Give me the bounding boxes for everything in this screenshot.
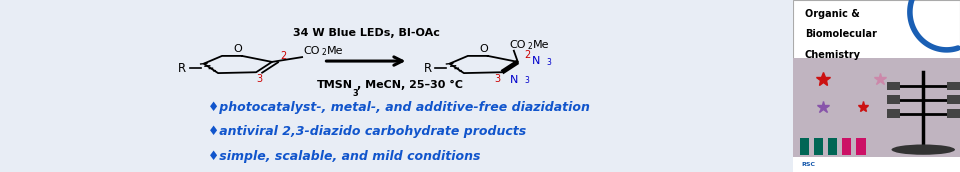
Text: 3: 3: [524, 76, 529, 85]
Text: Me: Me: [326, 46, 343, 56]
Text: 2: 2: [527, 42, 532, 51]
Text: TMSN: TMSN: [317, 80, 353, 90]
Text: R: R: [424, 62, 432, 75]
Text: O: O: [479, 44, 488, 54]
Text: O: O: [233, 44, 242, 54]
Text: 3: 3: [352, 89, 358, 98]
Text: ♦antiviral 2,3-diazido carbohydrate products: ♦antiviral 2,3-diazido carbohydrate prod…: [207, 125, 526, 138]
Text: 3: 3: [494, 74, 500, 84]
Text: 3: 3: [256, 74, 262, 84]
Ellipse shape: [892, 144, 955, 155]
Text: Chemistry: Chemistry: [804, 50, 861, 60]
Bar: [800, 138, 809, 155]
Text: CO: CO: [303, 46, 321, 56]
Bar: [947, 82, 960, 90]
Bar: [886, 95, 900, 104]
Text: R: R: [179, 62, 186, 75]
Bar: [814, 138, 823, 155]
Text: Biomolecular: Biomolecular: [804, 29, 876, 39]
Bar: [793, 58, 960, 158]
Text: Organic &: Organic &: [804, 9, 859, 19]
Text: RSC: RSC: [802, 162, 815, 167]
Text: ♦simple, scalable, and mild conditions: ♦simple, scalable, and mild conditions: [207, 149, 480, 163]
Text: CO: CO: [510, 40, 526, 50]
Bar: [856, 138, 866, 155]
Bar: [793, 157, 960, 172]
Bar: [828, 138, 837, 155]
Text: N: N: [510, 75, 518, 85]
Text: 2: 2: [280, 51, 286, 61]
Text: , MeCN, 25–30 °C: , MeCN, 25–30 °C: [357, 80, 463, 90]
Text: 34 W Blue LEDs, BI-OAc: 34 W Blue LEDs, BI-OAc: [293, 28, 440, 38]
Text: Me: Me: [533, 40, 549, 50]
Text: ♦photocatalyst-, metal-, and additive-free diazidation: ♦photocatalyst-, metal-, and additive-fr…: [207, 101, 589, 114]
Text: N: N: [532, 56, 540, 66]
Bar: [842, 138, 852, 155]
Text: 2: 2: [524, 50, 530, 60]
Bar: [947, 95, 960, 104]
Bar: [886, 82, 900, 90]
Bar: [886, 109, 900, 118]
Bar: [947, 109, 960, 118]
Text: 3: 3: [546, 58, 551, 67]
Text: 2: 2: [322, 48, 325, 57]
